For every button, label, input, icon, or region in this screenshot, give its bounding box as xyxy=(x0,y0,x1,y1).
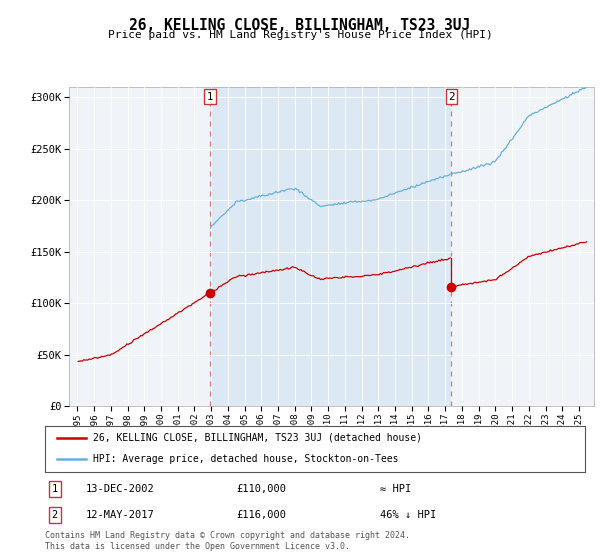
Text: 12-MAY-2017: 12-MAY-2017 xyxy=(86,510,154,520)
Text: 13-DEC-2002: 13-DEC-2002 xyxy=(86,484,154,494)
Text: ≈ HPI: ≈ HPI xyxy=(380,484,411,494)
Text: 1: 1 xyxy=(52,484,58,494)
Text: £110,000: £110,000 xyxy=(236,484,287,494)
Text: £116,000: £116,000 xyxy=(236,510,287,520)
Text: HPI: Average price, detached house, Stockton-on-Tees: HPI: Average price, detached house, Stoc… xyxy=(92,454,398,464)
Text: 46% ↓ HPI: 46% ↓ HPI xyxy=(380,510,436,520)
Text: 2: 2 xyxy=(448,92,455,101)
Text: 26, KELLING CLOSE, BILLINGHAM, TS23 3UJ (detached house): 26, KELLING CLOSE, BILLINGHAM, TS23 3UJ … xyxy=(92,433,422,443)
Text: 2: 2 xyxy=(52,510,58,520)
Text: Contains HM Land Registry data © Crown copyright and database right 2024.: Contains HM Land Registry data © Crown c… xyxy=(45,531,410,540)
Text: This data is licensed under the Open Government Licence v3.0.: This data is licensed under the Open Gov… xyxy=(45,542,350,550)
Bar xyxy=(211,87,451,406)
Text: 1: 1 xyxy=(207,92,214,101)
Text: Price paid vs. HM Land Registry's House Price Index (HPI): Price paid vs. HM Land Registry's House … xyxy=(107,30,493,40)
Text: 26, KELLING CLOSE, BILLINGHAM, TS23 3UJ: 26, KELLING CLOSE, BILLINGHAM, TS23 3UJ xyxy=(130,18,470,34)
